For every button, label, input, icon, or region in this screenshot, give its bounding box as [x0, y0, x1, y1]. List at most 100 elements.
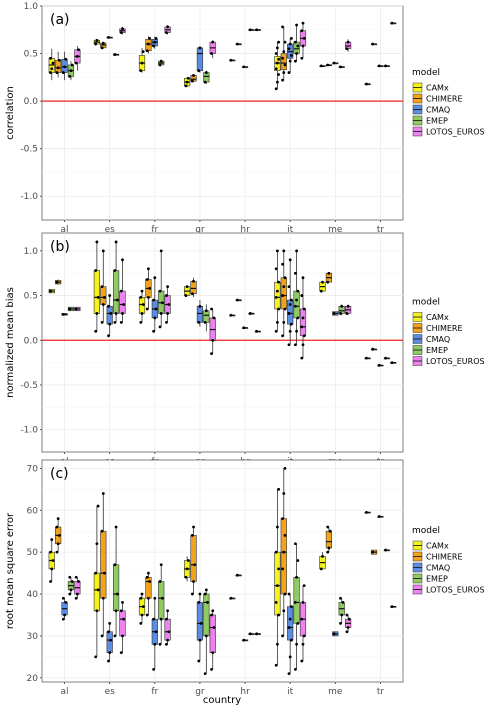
legend-item: LOTOS_EUROS: [412, 126, 485, 137]
data-point: [121, 258, 124, 262]
data-point: [152, 329, 156, 333]
box-emep-me: [338, 65, 345, 69]
box-cmaq-al: [61, 596, 68, 621]
data-point: [190, 592, 194, 596]
box: [196, 305, 204, 323]
data-point: [282, 71, 286, 74]
box-emep-gr: [203, 588, 210, 676]
data-point: [101, 492, 105, 495]
box-camx-es: [93, 38, 100, 46]
data-point: [109, 638, 113, 642]
data-point: [51, 61, 55, 65]
data-point: [255, 632, 259, 636]
data-point: [198, 592, 202, 596]
box-lotos-euros-tr: [390, 21, 397, 25]
legend-label: LOTOS_EUROS: [426, 357, 485, 366]
x-tick-label: es: [105, 225, 116, 235]
data-point: [365, 356, 368, 360]
data-point: [293, 668, 297, 671]
data-point: [56, 542, 60, 546]
box-lotos-euros-me: [345, 304, 352, 316]
data-point: [255, 329, 259, 333]
data-point: [121, 634, 124, 638]
data-point: [115, 298, 119, 302]
data-point: [193, 563, 197, 567]
data-point: [229, 313, 233, 317]
y-tick-label: 0.5: [24, 50, 38, 60]
legend-label: CMAQ: [426, 106, 450, 115]
data-point: [248, 632, 252, 636]
box: [203, 310, 210, 323]
panel-background: [41, 5, 404, 221]
data-point: [203, 320, 207, 324]
data-point: [167, 630, 171, 634]
data-point: [153, 642, 157, 646]
box-lotos-euros-tr: [390, 361, 397, 365]
data-point: [154, 630, 158, 634]
data-point: [275, 46, 279, 50]
legend-item: EMEP: [412, 345, 448, 355]
data-point: [56, 517, 60, 521]
data-point: [326, 280, 330, 284]
box-camx-it: [274, 40, 281, 91]
box-chimere-tr: [370, 549, 378, 555]
data-point: [148, 287, 152, 290]
box-lotos-euros-gr: [209, 307, 216, 356]
box: [119, 610, 126, 637]
data-point: [212, 316, 216, 320]
data-point: [288, 329, 292, 333]
y-tick-label: 0.5: [24, 292, 38, 302]
box-cmaq-hr: [241, 638, 249, 642]
data-point: [148, 36, 152, 40]
box-chimere-gr: [190, 525, 197, 596]
data-point: [289, 605, 293, 609]
legend-item: CAMx: [412, 82, 449, 93]
box-lotos-euros-es: [119, 258, 126, 324]
legend-label: LOTOS_EUROS: [426, 586, 485, 595]
box-chimere-it: [280, 249, 287, 338]
data-point: [365, 510, 368, 514]
data-point: [302, 36, 306, 40]
data-point: [321, 554, 324, 558]
data-point: [339, 312, 342, 315]
box: [112, 564, 120, 612]
data-point: [64, 601, 68, 604]
panel-tag: (b): [50, 239, 70, 255]
data-point: [165, 642, 168, 646]
box-cmaq-me: [332, 311, 339, 316]
data-point: [296, 621, 300, 625]
data-point: [289, 638, 293, 642]
data-point: [301, 21, 305, 25]
box-camx-tr: [364, 510, 371, 514]
chart-panel: 1.00.50.0-0.5-1.0alesfrgrhritmetr(b)norm…: [5, 232, 485, 467]
box-emep-al: [67, 61, 75, 81]
data-point: [101, 303, 105, 306]
data-point: [282, 492, 286, 495]
data-point: [293, 59, 297, 63]
data-point: [274, 663, 278, 667]
legend: model CAMx CHIMERE CMAQ EMEP LOTOS_EUROS: [412, 526, 485, 595]
data-point: [295, 298, 298, 302]
data-point: [211, 338, 215, 342]
data-point: [287, 672, 291, 676]
data-point: [141, 605, 145, 609]
data-point: [113, 634, 117, 638]
data-point: [55, 280, 59, 284]
box: [106, 305, 113, 325]
y-tick-label: -0.5: [20, 381, 38, 391]
data-point: [147, 267, 150, 271]
box: [203, 72, 210, 83]
data-point: [339, 621, 342, 625]
data-point: [159, 563, 163, 567]
data-point: [371, 347, 375, 351]
data-point: [108, 322, 112, 326]
box-lotos-euros-me: [345, 39, 352, 52]
legend-label: CAMx: [426, 313, 449, 322]
data-point: [289, 54, 293, 57]
data-point: [302, 634, 306, 638]
box-lotos-euros-al: [74, 575, 81, 600]
data-point: [371, 550, 375, 554]
legend-item: CAMx: [412, 540, 449, 551]
box-lotos-euros-gr: [209, 609, 216, 671]
box: [100, 286, 107, 305]
